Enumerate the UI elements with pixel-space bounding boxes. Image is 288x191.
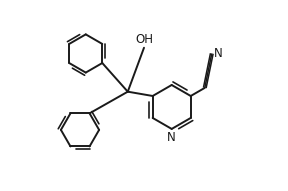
- Text: N: N: [214, 47, 222, 60]
- Text: OH: OH: [135, 33, 153, 46]
- Text: N: N: [167, 131, 176, 144]
